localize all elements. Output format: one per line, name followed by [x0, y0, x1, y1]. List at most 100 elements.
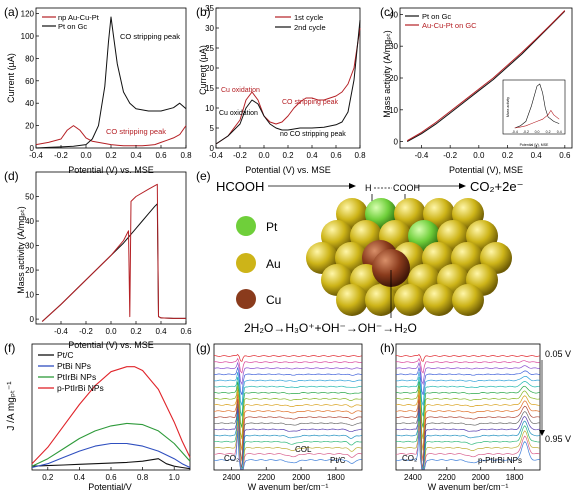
spectrum-line-g-10	[213, 399, 362, 470]
annotation-h-name: p-PtIrBi NPs	[478, 456, 522, 465]
potential-arrowhead	[539, 430, 545, 436]
ylabel-c: Mass activity (A/mgₚₜ)	[382, 30, 392, 118]
annotation-b-3: no CO stripping peak	[280, 131, 346, 138]
legend-atom-cu	[236, 289, 256, 309]
y-tick-label-b-4: 20	[205, 64, 214, 73]
plot-area-a	[35, 16, 187, 149]
spectrum-line-h-4	[395, 372, 540, 406]
y-tick-label-d-1: 10	[25, 291, 34, 300]
spectrum-line-g-1	[213, 357, 362, 374]
scheme-bond-cooh: COOH	[393, 183, 420, 193]
chart-h: 2400 2200 2000 1800 W avenum ber/cm⁻¹ CO₂ p…	[395, 343, 571, 492]
x-tick-label-a-0: -0.4	[29, 151, 43, 160]
annotation-h-bottom: 0.95 V	[545, 434, 571, 444]
chart-a: -0.4 -0.2 0.0 0.2 0.4 0.6 0.8 0 20 40 60 80 100 120 C…	[6, 7, 192, 175]
x-tick-label-f-2: 0.6	[105, 473, 117, 482]
spectrum-line-g-0	[213, 354, 362, 362]
spectrum-line-g-7	[213, 385, 362, 440]
x-tick-label-f-4: 1.0	[169, 473, 181, 482]
y-tick-label-a-5: 100	[21, 32, 35, 41]
axes-b: -0.4 -0.2 0.0 0.2 0.4 0.6 0.8 0 5 10 15 20 25 30 35	[205, 4, 366, 160]
series-line-b-1	[215, 19, 361, 145]
axes-h: 2400 2200 2000 1800	[404, 467, 524, 482]
chart-c: -0.4 -0.2 0.0 0.2 0.4 0.6 0 10 20 30 40 Mass activ…	[382, 7, 573, 175]
inset-xlabel-c: Potential (V), MSE	[520, 143, 549, 147]
legend-label-c-1: Au-Cu-Pt on GC	[422, 21, 477, 30]
y-tick-label-b-0: 0	[210, 144, 215, 153]
spectrum-line-g-4	[213, 372, 362, 406]
y-tick-label-d-4: 40	[25, 217, 34, 226]
legend-label-f-2: PtIrBi NPs	[57, 372, 96, 382]
spectrum-line-g-3	[213, 367, 362, 395]
spectrum-line-g-6	[213, 381, 362, 428]
series-line-b-0	[215, 27, 361, 145]
annotation-b-0: Cu oxidation	[221, 87, 260, 94]
legend-label-b-1: 2nd cycle	[294, 23, 326, 32]
cluster-atom-4-3	[423, 284, 455, 316]
x-tick-label-b-5: 0.6	[330, 151, 342, 160]
cluster-atom-4-0	[336, 284, 368, 316]
legend-atom-cu-label: Cu	[266, 293, 281, 307]
axes-f: 0.2 0.4 0.6 0.8 1.0	[42, 467, 180, 482]
scheme-reactant: HCOOH	[216, 179, 264, 194]
legend-label-a-0: np Au-Cu-Pt	[58, 13, 100, 22]
x-tick-label-d-1: -0.2	[79, 327, 93, 336]
x-tick-label-c-5: 0.6	[559, 151, 571, 160]
x-tick-label-f-1: 0.4	[74, 473, 86, 482]
x-tick-label-b-3: 0.2	[282, 151, 294, 160]
inset-x-tick-label-c-2: 0.0	[535, 130, 540, 134]
annotation-g-co2: CO₂	[224, 454, 239, 463]
panel-letter-g: (g)	[196, 341, 211, 355]
y-tick-label-b-7: 35	[205, 4, 214, 13]
y-tick-label-b-6: 30	[205, 24, 214, 33]
spectrum-line-h-17	[395, 430, 540, 470]
plot-frame-h	[395, 343, 541, 471]
legend-label-c-0: Pt on Gc	[422, 12, 451, 21]
y-tick-label-c-4: 40	[389, 10, 398, 19]
annotation-g-col: COL	[295, 445, 312, 454]
xlabel-d: Potential (V) vs. MSE	[68, 340, 154, 350]
y-tick-label-d-2: 20	[25, 266, 34, 275]
panel-letter-b: (b)	[196, 5, 211, 19]
y-tick-label-c-1: 10	[389, 106, 398, 115]
plot-area-h	[395, 354, 540, 470]
x-tick-label-b-0: -0.4	[209, 151, 223, 160]
spectrum-line-g-9	[213, 394, 362, 462]
series-line-f-1	[31, 442, 191, 469]
plot-area-c	[406, 10, 566, 143]
panel-letter-f: (f)	[4, 341, 15, 355]
panel-letter-e: (e)	[196, 169, 211, 183]
spectrum-line-g-17	[213, 430, 362, 470]
annotation-g-name: Pt/C	[330, 456, 346, 465]
x-tick-label-a-4: 0.4	[130, 151, 142, 160]
spectrum-line-h-0	[395, 354, 540, 362]
x-tick-label-a-3: 0.2	[105, 151, 117, 160]
spectrum-line-h-6	[395, 381, 540, 428]
y-tick-label-a-6: 120	[21, 10, 35, 19]
x-tick-label-d-4: 0.4	[155, 327, 167, 336]
y-tick-label-c-0: 0	[394, 138, 399, 147]
panel-letter-h: (h)	[380, 341, 395, 355]
x-tick-label-c-3: 0.2	[502, 151, 514, 160]
x-tick-label-h-0: 2400	[404, 473, 422, 482]
axes-a: -0.4 -0.2 0.0 0.2 0.4 0.6 0.8 0 20 40 60 80 100 120	[21, 10, 192, 160]
annotation-h-co2: CO₂	[402, 454, 417, 463]
ylabel-b: Current (µA)	[198, 45, 208, 95]
annotation-b-1: Cu oxidation	[219, 110, 258, 117]
x-tick-label-g-3: 1800	[327, 473, 345, 482]
x-tick-label-b-1: -0.2	[233, 151, 247, 160]
legend-atom-au	[236, 253, 256, 273]
annotation-a-0: CO stripping peak	[120, 32, 180, 41]
chart-f: 0.2 0.4 0.6 0.8 1.0 J /A mgₚₜ⁻¹ Potential/V …	[6, 343, 191, 492]
spectrum-line-h-1	[395, 357, 540, 374]
spectrum-line-h-8	[395, 389, 540, 451]
inset-x-tick-label-c-4: 0.4	[557, 130, 562, 134]
cluster-atom-4-1	[365, 284, 397, 316]
series-line-d-1	[41, 183, 186, 322]
spectrum-line-h-10	[395, 399, 540, 470]
plot-area-d	[41, 183, 186, 322]
cluster-atom-4-2	[394, 284, 426, 316]
x-tick-label-h-1: 2200	[438, 473, 456, 482]
legend-atom-pt	[236, 216, 256, 236]
spectrum-line-h-9	[395, 394, 540, 462]
